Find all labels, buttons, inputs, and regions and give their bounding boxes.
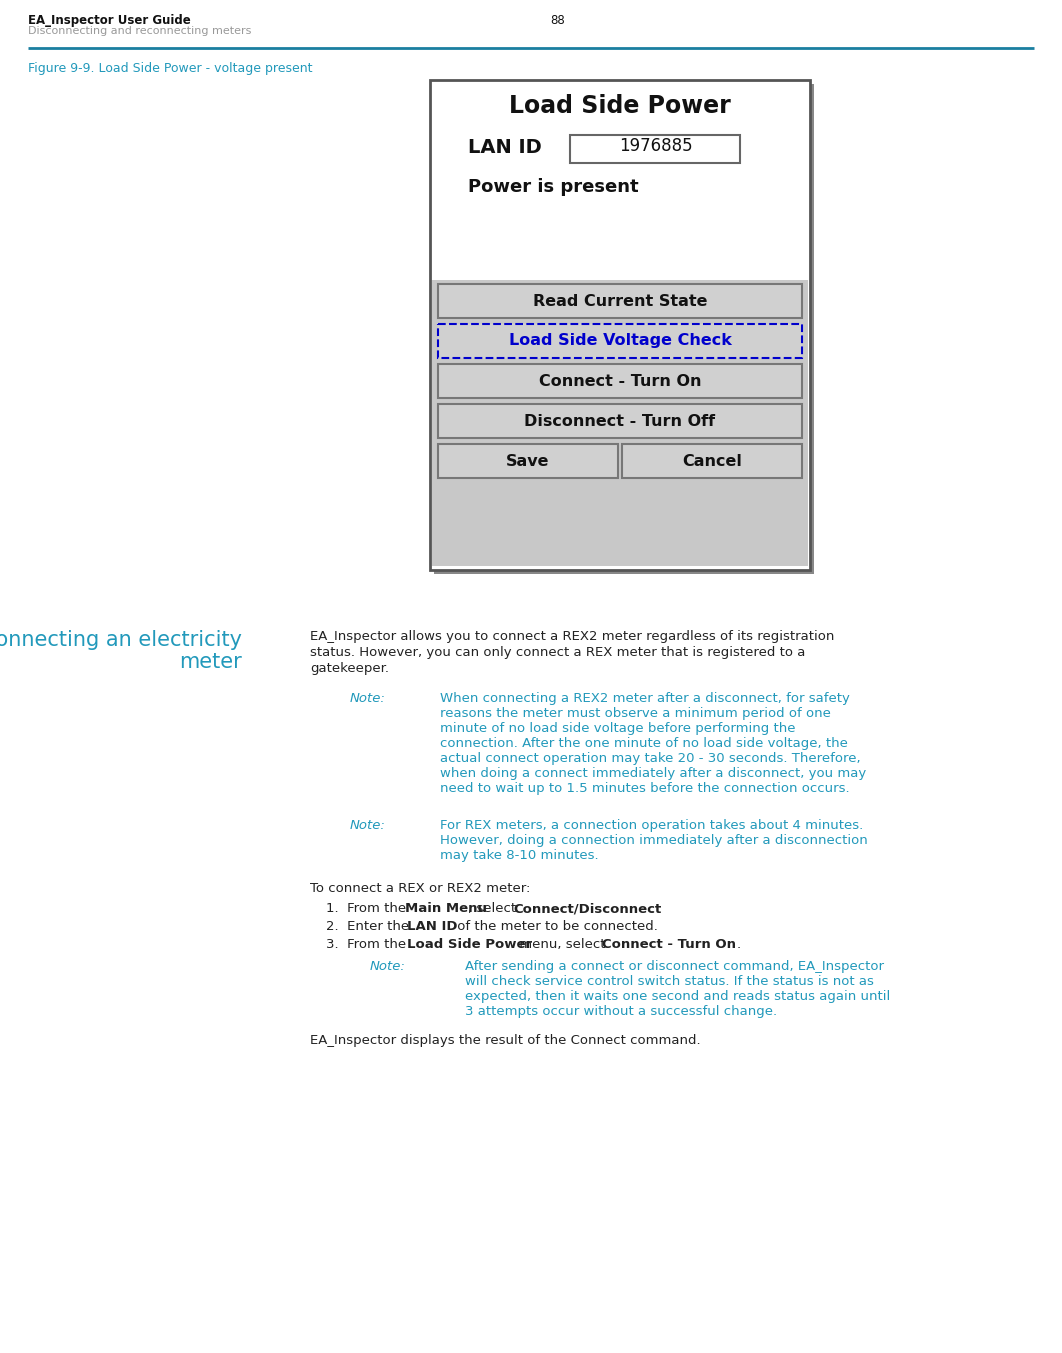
Text: Connect - Turn On: Connect - Turn On xyxy=(538,373,701,388)
Text: 3 attempts occur without a successful change.: 3 attempts occur without a successful ch… xyxy=(465,1005,777,1017)
Text: gatekeeper.: gatekeeper. xyxy=(310,662,389,675)
Text: Figure 9-9. Load Side Power - voltage present: Figure 9-9. Load Side Power - voltage pr… xyxy=(28,62,312,74)
Text: .: . xyxy=(737,938,741,951)
Text: Connect/Disconnect: Connect/Disconnect xyxy=(513,902,662,915)
Text: minute of no load side voltage before performing the: minute of no load side voltage before pe… xyxy=(440,723,795,735)
Text: Disconnecting and reconnecting meters: Disconnecting and reconnecting meters xyxy=(28,26,252,37)
Text: Note:: Note: xyxy=(350,691,386,705)
Text: will check service control switch status. If the status is not as: will check service control switch status… xyxy=(465,976,874,988)
Bar xyxy=(430,80,810,570)
Text: Note:: Note: xyxy=(370,961,406,973)
Text: expected, then it waits one second and reads status again until: expected, then it waits one second and r… xyxy=(465,990,890,1003)
Text: After sending a connect or disconnect command, EA_Inspector: After sending a connect or disconnect co… xyxy=(465,961,884,973)
Text: Cancel: Cancel xyxy=(682,453,742,468)
Bar xyxy=(438,284,802,318)
Text: when doing a connect immediately after a disconnect, you may: when doing a connect immediately after a… xyxy=(440,767,867,779)
Text: menu, select: menu, select xyxy=(515,938,610,951)
Text: meter: meter xyxy=(179,652,242,672)
Text: status. However, you can only connect a REX meter that is registered to a: status. However, you can only connect a … xyxy=(310,645,805,659)
Text: Power is present: Power is present xyxy=(468,179,638,196)
Text: 2.  Enter the: 2. Enter the xyxy=(326,920,413,934)
Text: EA_Inspector User Guide: EA_Inspector User Guide xyxy=(28,14,191,27)
Text: Read Current State: Read Current State xyxy=(533,294,707,308)
Text: Main Menu: Main Menu xyxy=(405,902,487,915)
Text: Load Side Voltage Check: Load Side Voltage Check xyxy=(509,333,732,349)
Text: may take 8-10 minutes.: may take 8-10 minutes. xyxy=(440,848,599,862)
Bar xyxy=(438,323,802,359)
Text: EA_Inspector displays the result of the Connect command.: EA_Inspector displays the result of the … xyxy=(310,1034,701,1047)
Text: , select: , select xyxy=(468,902,520,915)
Text: When connecting a REX2 meter after a disconnect, for safety: When connecting a REX2 meter after a dis… xyxy=(440,691,850,705)
Text: Disconnect - Turn Off: Disconnect - Turn Off xyxy=(525,414,716,429)
Text: Load Side Power: Load Side Power xyxy=(509,93,731,118)
Text: For REX meters, a connection operation takes about 4 minutes.: For REX meters, a connection operation t… xyxy=(440,819,863,832)
Text: However, doing a connection immediately after a disconnection: However, doing a connection immediately … xyxy=(440,833,868,847)
Bar xyxy=(622,444,802,478)
Bar xyxy=(438,364,802,398)
Bar xyxy=(438,405,802,438)
Text: actual connect operation may take 20 - 30 seconds. Therefore,: actual connect operation may take 20 - 3… xyxy=(440,752,860,764)
Bar xyxy=(434,84,813,574)
Text: need to wait up to 1.5 minutes before the connection occurs.: need to wait up to 1.5 minutes before th… xyxy=(440,782,850,796)
Text: reasons the meter must observe a minimum period of one: reasons the meter must observe a minimum… xyxy=(440,708,830,720)
Text: EA_Inspector allows you to connect a REX2 meter regardless of its registration: EA_Inspector allows you to connect a REX… xyxy=(310,630,835,643)
Text: Save: Save xyxy=(507,453,550,468)
Text: of the meter to be connected.: of the meter to be connected. xyxy=(453,920,657,934)
Bar xyxy=(570,135,740,162)
Text: Note:: Note: xyxy=(350,819,386,832)
Text: 1.  From the: 1. From the xyxy=(326,902,410,915)
Text: To connect a REX or REX2 meter:: To connect a REX or REX2 meter: xyxy=(310,882,530,894)
Text: 88: 88 xyxy=(550,14,565,27)
Text: LAN ID: LAN ID xyxy=(407,920,458,934)
Text: Connecting an electricity: Connecting an electricity xyxy=(0,630,242,649)
Text: Connect - Turn On: Connect - Turn On xyxy=(602,938,736,951)
Bar xyxy=(438,444,618,478)
Text: 3.  From the: 3. From the xyxy=(326,938,410,951)
Text: Load Side Power: Load Side Power xyxy=(407,938,532,951)
Text: LAN ID: LAN ID xyxy=(468,138,542,157)
Text: connection. After the one minute of no load side voltage, the: connection. After the one minute of no l… xyxy=(440,737,847,750)
Bar xyxy=(432,280,808,566)
Text: 1976885: 1976885 xyxy=(619,137,692,156)
Text: .: . xyxy=(650,902,654,915)
